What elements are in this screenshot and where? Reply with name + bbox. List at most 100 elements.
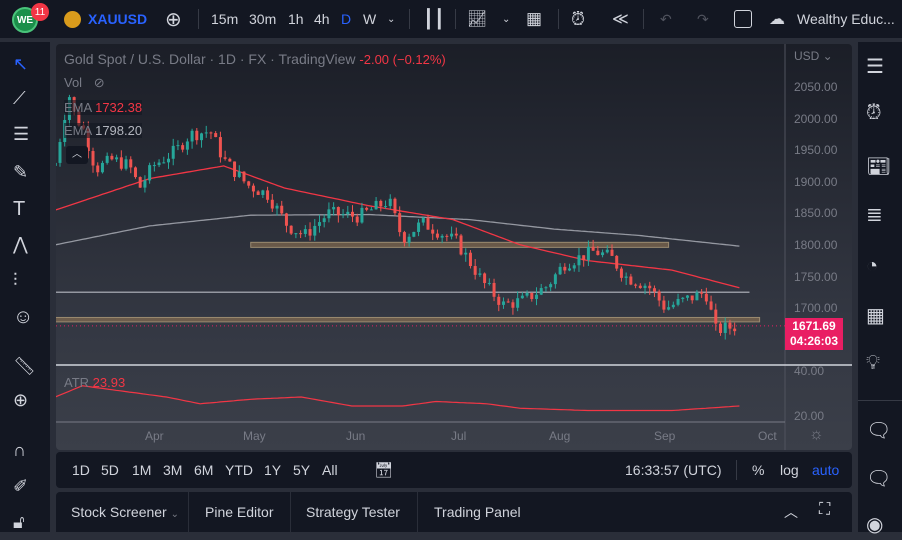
currency-selector[interactable]: USD ⌄ bbox=[794, 49, 833, 63]
fib-icon[interactable]: ☰ bbox=[13, 124, 30, 144]
emoji-icon[interactable]: ☺ bbox=[13, 306, 34, 328]
chats-icon[interactable]: 🗨︎ bbox=[866, 420, 892, 442]
candle-body bbox=[77, 111, 81, 126]
range-1m[interactable]: 1M bbox=[132, 462, 152, 478]
indicators-icon[interactable]: 📈︎ bbox=[467, 11, 488, 28]
watchlist-icon[interactable]: ☰ bbox=[866, 56, 884, 78]
trend-line-icon[interactable]: ⟋ bbox=[13, 88, 26, 108]
interval-1h[interactable]: 1h bbox=[288, 11, 304, 27]
chart-canvas[interactable] bbox=[56, 44, 852, 450]
alert-icon[interactable]: ⏰︎ bbox=[571, 8, 586, 29]
tab-trading-panel[interactable]: Trading Panel bbox=[434, 504, 521, 520]
collapse-legend-icon[interactable]: ︿ bbox=[66, 146, 88, 164]
account-name[interactable]: Wealthy Educ... bbox=[797, 11, 895, 27]
candle-body bbox=[393, 198, 397, 214]
candle-body bbox=[544, 287, 548, 289]
range-1d[interactable]: 1D bbox=[72, 462, 90, 478]
indicators-dropdown-icon[interactable]: ⌄ bbox=[502, 13, 511, 25]
candle-body bbox=[317, 222, 321, 226]
candle-body bbox=[605, 249, 609, 253]
news-icon[interactable]: 📰︎ bbox=[866, 156, 892, 178]
candle-body bbox=[709, 301, 713, 310]
range-3m[interactable]: 3M bbox=[163, 462, 183, 478]
lock-icon[interactable]: 🔓︎ bbox=[13, 512, 25, 532]
candle-body bbox=[610, 249, 614, 256]
price-tick: 2000.00 bbox=[794, 111, 838, 126]
pattern-icon[interactable]: ⋀ bbox=[13, 234, 28, 254]
text-icon[interactable]: T bbox=[13, 198, 26, 220]
candle-body bbox=[91, 151, 95, 166]
candle-body bbox=[700, 292, 704, 294]
calendar-icon[interactable]: ▦ bbox=[866, 305, 885, 327]
clock[interactable]: 16:33:57 (UTC) bbox=[625, 462, 722, 478]
interval-4h[interactable]: 4h bbox=[314, 11, 330, 27]
candle-body bbox=[266, 190, 270, 200]
tab-strategy-tester[interactable]: Strategy Tester bbox=[306, 504, 400, 520]
add-symbol-icon[interactable]: ⊕ bbox=[165, 8, 182, 31]
time-tick: Aug bbox=[549, 429, 571, 443]
range-1y[interactable]: 1Y bbox=[264, 462, 282, 478]
candle-body bbox=[464, 252, 468, 255]
hotlist-icon[interactable]: ◔ bbox=[866, 255, 879, 277]
candle-body bbox=[251, 185, 255, 192]
interval-15m[interactable]: 15m bbox=[211, 11, 239, 27]
brush-icon[interactable]: ✎ bbox=[13, 162, 29, 182]
log-toggle[interactable]: log bbox=[780, 462, 799, 478]
chat-icon[interactable]: 🗨︎ bbox=[866, 468, 892, 490]
undo-icon[interactable]: ↶ bbox=[660, 10, 672, 27]
candle-body bbox=[662, 300, 666, 310]
replay-icon[interactable]: ≪ bbox=[612, 11, 629, 28]
tab-pine-editor[interactable]: Pine Editor bbox=[205, 504, 274, 520]
interval-d[interactable]: D bbox=[341, 11, 352, 27]
candle-body bbox=[728, 322, 732, 329]
candle-body bbox=[492, 282, 496, 297]
candle-body bbox=[200, 133, 204, 141]
fullscreen-toggle-icon[interactable] bbox=[734, 0, 752, 38]
interval-dropdown-icon[interactable]: ⌄ bbox=[387, 13, 396, 25]
candle-body bbox=[525, 292, 529, 296]
candles-icon[interactable]: ┃┃ bbox=[423, 8, 445, 29]
ruler-icon[interactable]: 📏︎ bbox=[13, 356, 36, 376]
ideas-icon[interactable]: 💡︎ bbox=[866, 352, 880, 374]
candle-body bbox=[355, 216, 359, 223]
candle-body bbox=[162, 162, 166, 164]
interval-30m[interactable]: 30m bbox=[249, 11, 277, 27]
candle-body bbox=[459, 235, 463, 255]
maximize-panel-icon[interactable]: ⛶ bbox=[819, 501, 831, 518]
symbol-search[interactable]: XAUUSD bbox=[88, 11, 148, 27]
ema-fast-line bbox=[56, 165, 740, 289]
eye-hidden-icon[interactable]: ⊘ bbox=[93, 75, 105, 90]
zoom-in-icon[interactable]: ⊕ bbox=[13, 390, 29, 410]
tab-stock-screener[interactable]: Stock Screener ⌄ bbox=[71, 504, 179, 520]
price-tick: 1800.00 bbox=[794, 238, 838, 252]
range-ytd[interactable]: YTD bbox=[225, 462, 253, 478]
price-tick: 2050.00 bbox=[794, 80, 838, 94]
redo-icon[interactable]: ↷ bbox=[697, 10, 709, 27]
magnet-icon[interactable]: ∩ bbox=[13, 440, 26, 460]
candle-body bbox=[303, 229, 307, 234]
goto-date-icon[interactable]: 📅︎ bbox=[374, 462, 394, 479]
prediction-icon[interactable]: ⫶ bbox=[13, 270, 18, 290]
range-5y[interactable]: 5Y bbox=[293, 462, 311, 478]
layout-icon[interactable]: ▦ bbox=[526, 9, 543, 28]
streams-icon[interactable]: ◉ bbox=[866, 514, 884, 536]
candle-body bbox=[648, 285, 652, 289]
range-5d[interactable]: 5D bbox=[101, 462, 119, 478]
range-6m[interactable]: 6M bbox=[194, 462, 214, 478]
range-all[interactable]: All bbox=[322, 462, 338, 478]
candle-body bbox=[596, 250, 600, 256]
chart-settings-icon[interactable]: ☼ bbox=[809, 426, 824, 443]
data-window-icon[interactable]: ≣ bbox=[866, 204, 883, 226]
percent-toggle[interactable]: % bbox=[752, 462, 765, 478]
alarm-clock-icon[interactable]: ⏰︎ bbox=[866, 102, 882, 124]
candle-body bbox=[704, 293, 708, 302]
auto-toggle[interactable]: auto bbox=[812, 462, 840, 478]
chart-area[interactable]: Gold Spot / U.S. Dollar · 1D · FX · Trad… bbox=[56, 44, 852, 450]
interval-w[interactable]: W bbox=[363, 11, 377, 27]
lock-drawings-icon[interactable]: ✐ bbox=[13, 476, 29, 496]
candle-body bbox=[256, 191, 260, 195]
cursor-icon[interactable]: ↖ bbox=[13, 54, 29, 74]
ema-fast-value: 1732.38 bbox=[95, 100, 143, 115]
candle-body bbox=[558, 266, 562, 275]
expand-panel-icon[interactable]: ︿ bbox=[784, 504, 798, 520]
